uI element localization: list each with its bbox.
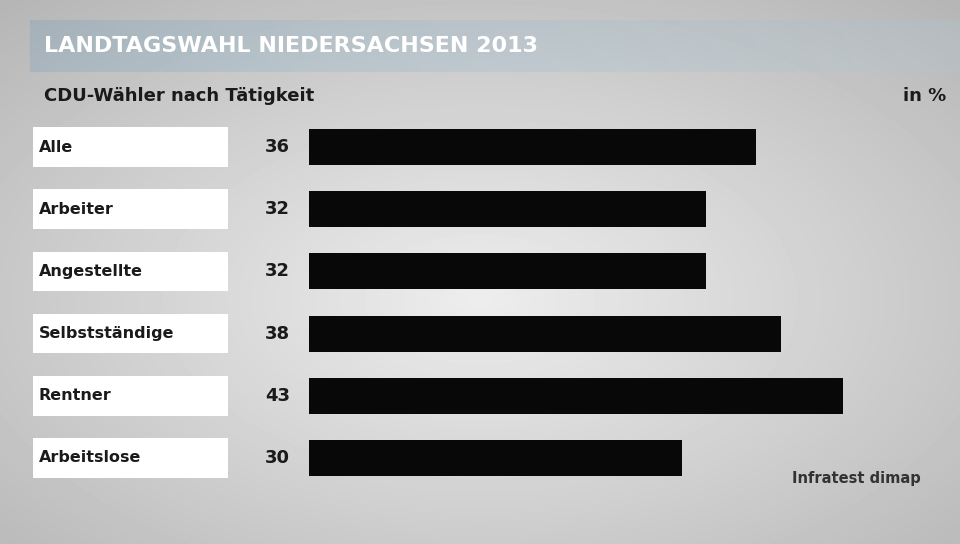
Bar [309, 129, 756, 165]
Text: 32: 32 [265, 262, 290, 280]
Text: Rentner: Rentner [39, 388, 111, 403]
Bar [309, 316, 781, 351]
Text: in %: in % [902, 87, 946, 105]
Text: 38: 38 [265, 325, 290, 343]
Text: Angestellte: Angestellte [39, 264, 143, 279]
Text: Selbstständige: Selbstständige [39, 326, 175, 341]
Bar [33, 251, 228, 291]
Text: Arbeitslose: Arbeitslose [39, 450, 141, 466]
Text: LANDTAGSWAHL NIEDERSACHSEN 2013: LANDTAGSWAHL NIEDERSACHSEN 2013 [44, 36, 538, 56]
Bar [309, 191, 707, 227]
Bar [309, 378, 843, 414]
Text: 36: 36 [265, 138, 290, 156]
Bar [309, 440, 682, 476]
Text: Arbeiter: Arbeiter [39, 202, 114, 217]
Text: 43: 43 [265, 387, 290, 405]
Bar [33, 438, 228, 478]
Text: 30: 30 [265, 449, 290, 467]
Bar [33, 314, 228, 354]
Bar [33, 189, 228, 229]
Text: CDU-Wähler nach Tätigkeit: CDU-Wähler nach Tätigkeit [44, 87, 314, 105]
Bar [33, 127, 228, 167]
Text: Infratest dimap: Infratest dimap [792, 471, 921, 486]
Text: Alle: Alle [39, 140, 73, 154]
Bar [33, 376, 228, 416]
Bar [309, 254, 707, 289]
Text: 32: 32 [265, 200, 290, 218]
